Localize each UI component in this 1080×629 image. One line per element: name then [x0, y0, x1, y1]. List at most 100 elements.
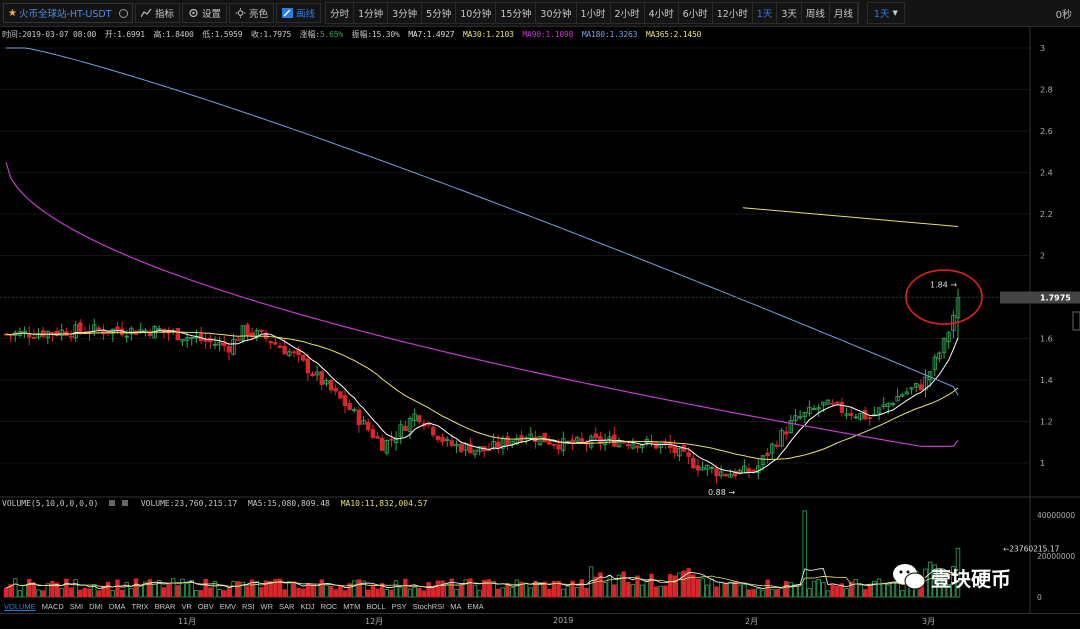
indicator-tab-ma[interactable]: MA — [450, 602, 462, 611]
period-6[interactable]: 30分钟 — [536, 3, 577, 23]
volume-bar — [287, 581, 292, 598]
volume-bar — [946, 583, 951, 598]
indicator-tab-dma[interactable]: DMA — [108, 602, 126, 611]
candle-body — [848, 413, 854, 416]
indicator-tab-rsi[interactable]: RSI — [242, 602, 255, 611]
indicator-tab-vr[interactable]: VR — [181, 602, 192, 611]
search-icon[interactable] — [119, 8, 128, 18]
volume-bar — [440, 580, 445, 598]
period-9[interactable]: 4小时 — [645, 3, 679, 23]
volume-bar — [296, 587, 301, 598]
volume-bar — [951, 566, 956, 598]
candle-body — [398, 424, 403, 437]
volume-bar — [208, 587, 213, 598]
volume-bar — [630, 584, 636, 598]
indicator-tab-dmi[interactable]: DMI — [89, 602, 103, 611]
period-14[interactable]: 周线 — [802, 3, 830, 23]
draw-button[interactable]: 画线 — [276, 3, 322, 23]
period-2[interactable]: 3分钟 — [388, 3, 423, 23]
volume-bar — [319, 579, 324, 598]
indicator-tab-brar[interactable]: BRAR — [154, 602, 176, 611]
volume-bar — [421, 590, 427, 598]
indicator-tab-obv[interactable]: OBV — [197, 602, 214, 611]
volume-bar — [454, 589, 459, 598]
indicator-tab-macd[interactable]: MACD — [41, 602, 64, 611]
indicator-tab-roc[interactable]: ROC — [320, 602, 338, 611]
volume-bar — [491, 581, 496, 598]
indicator-tab-mtm[interactable]: MTM — [343, 602, 361, 611]
volume-bar — [417, 587, 422, 598]
candle-body — [672, 445, 677, 454]
volume-bar — [732, 581, 738, 598]
candle-body — [677, 448, 682, 457]
indicator-tab-smi[interactable]: SMI — [69, 602, 84, 611]
indicator-tab-trix[interactable]: TRIX — [131, 602, 149, 611]
period-8[interactable]: 2小时 — [611, 3, 645, 23]
current-price-value: 1.7975 — [1040, 294, 1071, 303]
period-dropdown[interactable]: 1天 ▼ — [866, 2, 905, 24]
candle-body — [872, 413, 877, 416]
candle-body — [630, 443, 636, 449]
indicators-button[interactable]: 指标 — [135, 3, 181, 23]
period-11[interactable]: 12小时 — [713, 3, 753, 23]
period-5[interactable]: 15分钟 — [496, 3, 537, 23]
candle-body — [496, 441, 501, 449]
candle-body — [324, 380, 329, 385]
volume-bar — [412, 586, 417, 598]
volume-bar — [87, 588, 92, 598]
volume-bar — [700, 578, 705, 598]
volume-settings-icon[interactable] — [109, 500, 116, 506]
candle-body — [319, 371, 324, 385]
indicator-tab-stochrsi[interactable]: StochRSI — [412, 602, 445, 611]
candle-body — [96, 327, 102, 330]
gear-icon — [189, 8, 198, 18]
period-12[interactable]: 1天 — [753, 3, 778, 23]
period-3[interactable]: 5分钟 — [422, 3, 457, 23]
candle-body — [249, 332, 255, 336]
volume-bar — [3, 587, 9, 598]
volume-bar — [393, 580, 399, 598]
volume-bar — [59, 588, 64, 598]
period-10[interactable]: 6小时 — [679, 3, 713, 23]
volume-bar — [640, 584, 645, 598]
candle-body — [635, 445, 640, 449]
candle-body — [444, 438, 450, 441]
watermark-text: 壹块硬币 — [931, 566, 1011, 591]
period-0[interactable]: 分时 — [326, 3, 355, 23]
volume-bar — [458, 584, 464, 598]
period-15[interactable]: 月线 — [830, 3, 858, 23]
candle-body — [886, 402, 891, 407]
candle-body — [783, 431, 789, 435]
volume-bar — [259, 587, 264, 598]
theme-button[interactable]: 亮色 — [229, 3, 275, 23]
time-label: 2月 — [745, 617, 759, 626]
indicator-tab-wr[interactable]: WR — [260, 602, 274, 611]
period-13[interactable]: 3天 — [777, 3, 802, 23]
candle-body — [468, 443, 473, 454]
indicator-tab-boll[interactable]: BOLL — [366, 602, 386, 611]
volume-bar — [398, 587, 403, 598]
volume-bar — [881, 582, 886, 598]
volume-bar — [245, 586, 250, 598]
indicator-tab-kdj[interactable]: KDJ — [300, 602, 315, 611]
indicator-tab-psy[interactable]: PSY — [391, 602, 407, 611]
settings-button[interactable]: 设置 — [182, 3, 228, 23]
volume-bar — [366, 589, 371, 598]
period-1[interactable]: 1分钟 — [354, 3, 389, 23]
star-icon[interactable]: ★ — [8, 7, 17, 19]
indicator-tab-sar[interactable]: SAR — [279, 602, 295, 611]
symbol-selector[interactable]: ★ 火币全球站-HT-USDT — [3, 3, 133, 23]
candle-body — [384, 439, 389, 454]
volume-bar — [509, 587, 515, 598]
period-7[interactable]: 1小时 — [577, 3, 611, 23]
indicator-tab-ema[interactable]: EMA — [467, 602, 484, 611]
volume-bar — [45, 583, 50, 598]
candle-body — [737, 469, 742, 475]
indicator-tab-volume[interactable]: VOLUME — [4, 602, 36, 611]
indicator-tab-emv[interactable]: EMV — [219, 602, 237, 611]
volume-bar — [853, 579, 859, 598]
period-4[interactable]: 10分钟 — [456, 3, 497, 23]
volume-bar — [68, 587, 74, 598]
volume-close-icon[interactable] — [121, 500, 128, 506]
